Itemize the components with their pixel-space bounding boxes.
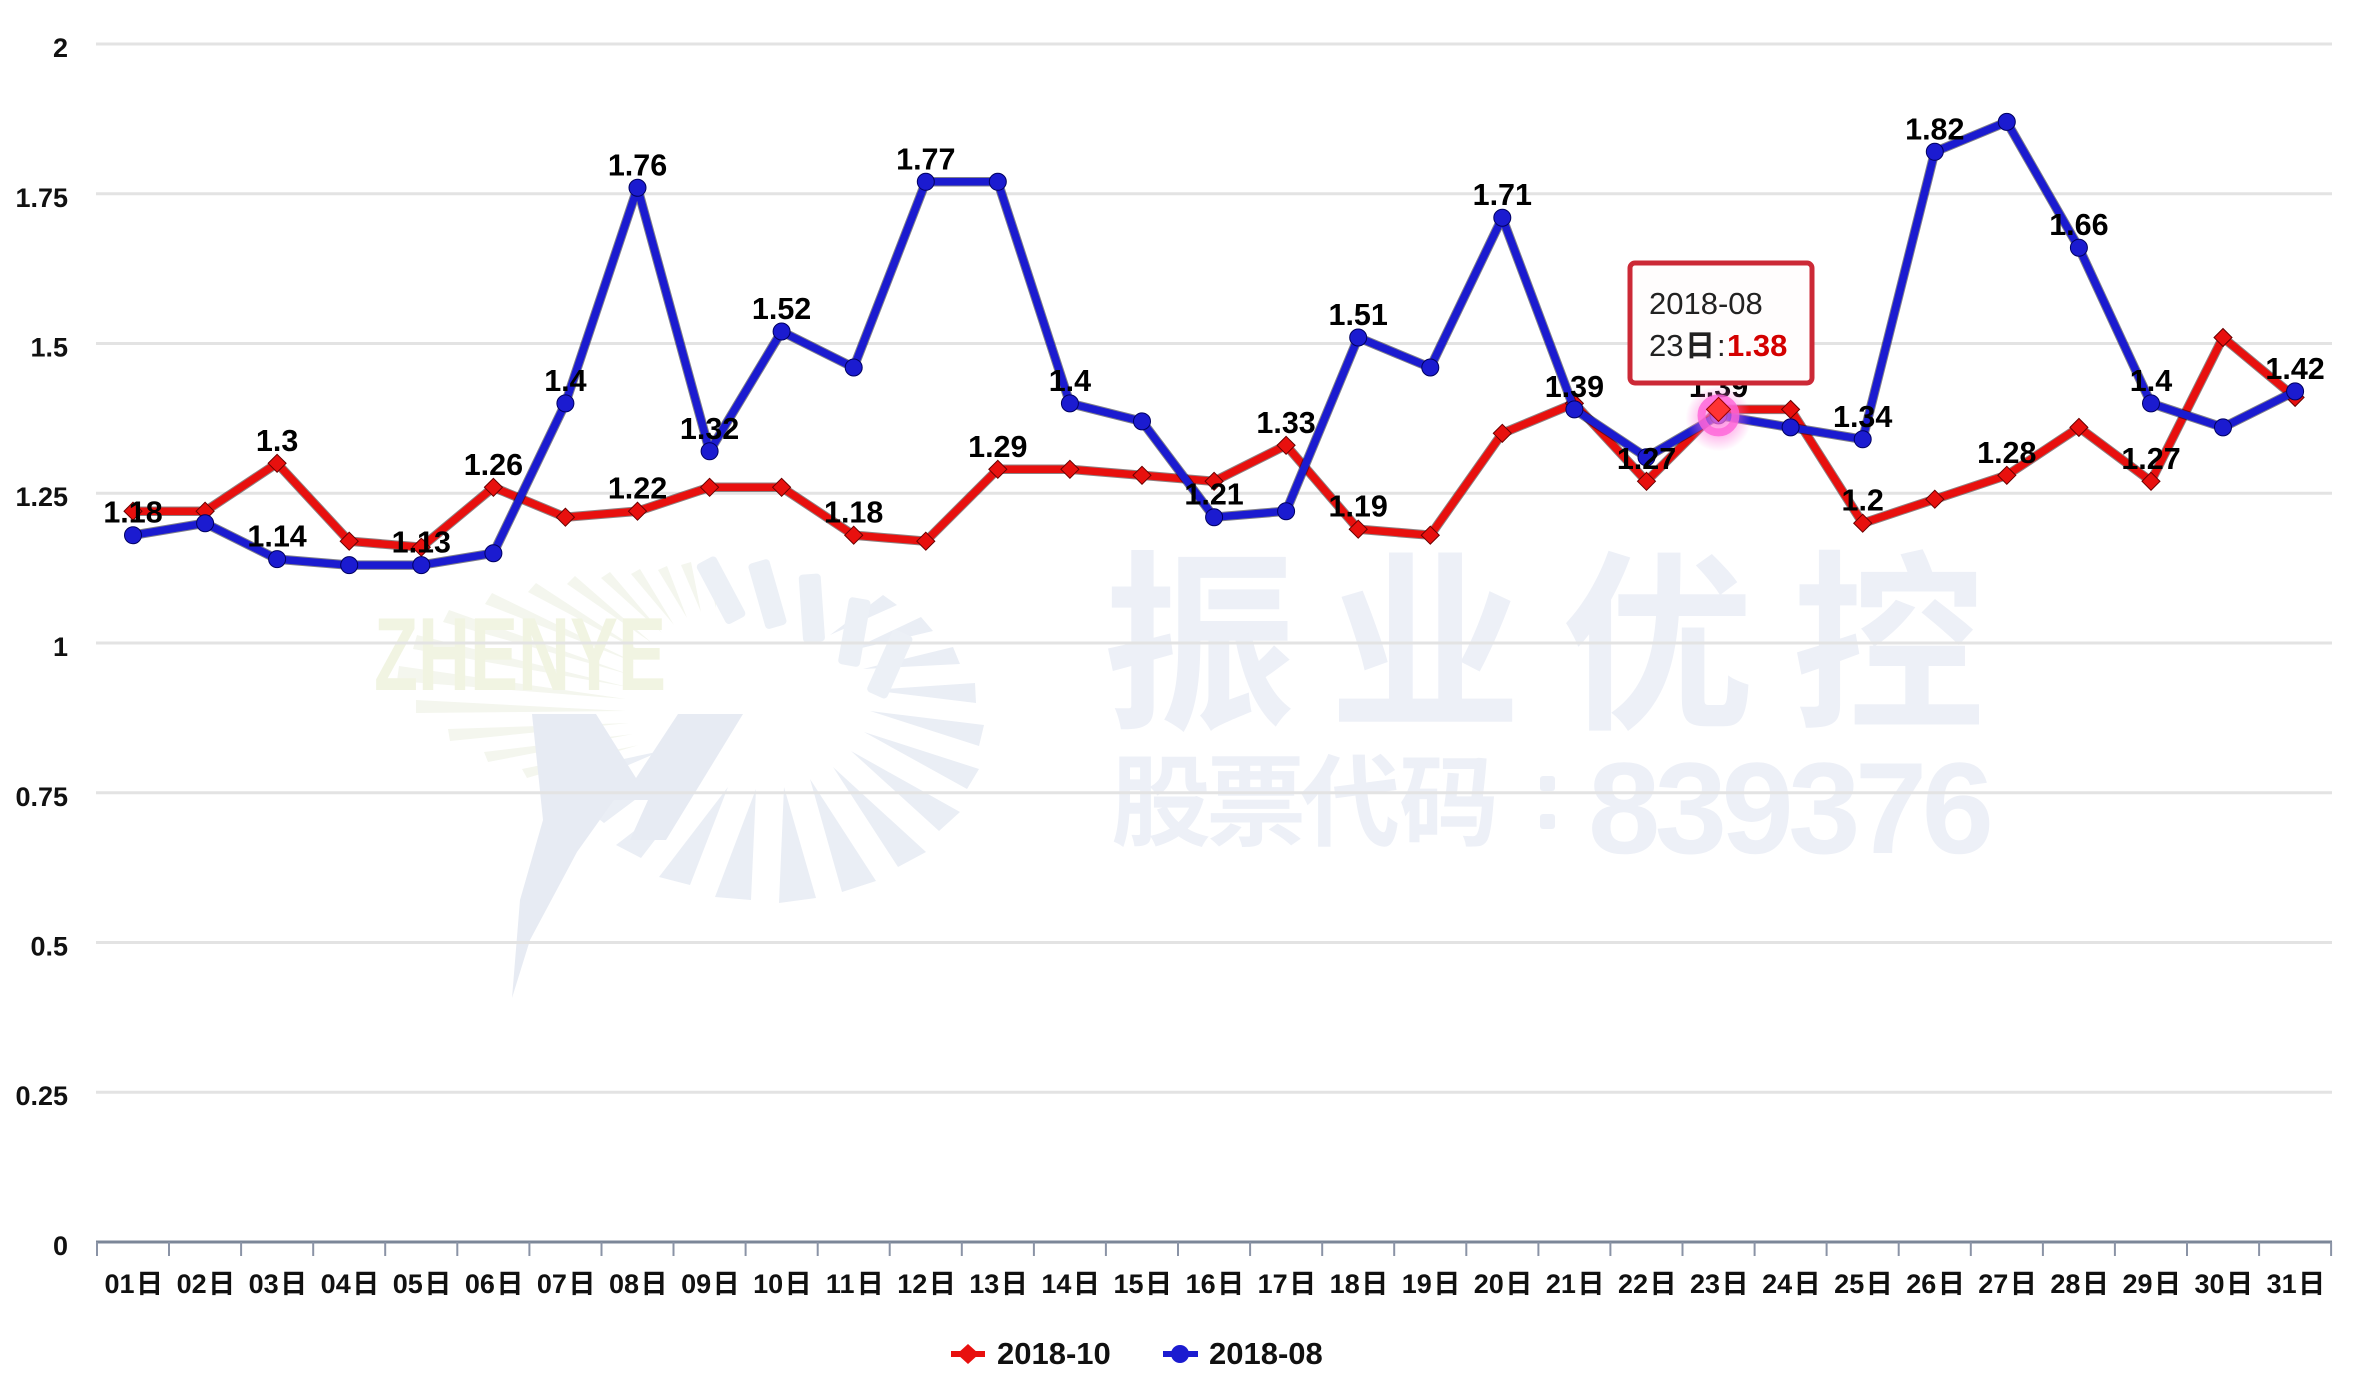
svg-text:01: 01: [104, 1269, 134, 1299]
svg-text:2: 2: [53, 33, 68, 63]
svg-text:1.5: 1.5: [30, 333, 68, 363]
svg-text:1.82: 1.82: [1905, 112, 1964, 146]
svg-text:1.13: 1.13: [392, 526, 451, 560]
svg-text:22: 22: [1618, 1269, 1648, 1299]
svg-text:14: 14: [1041, 1269, 1071, 1299]
svg-text:1.28: 1.28: [1977, 436, 2036, 470]
svg-text:13: 13: [969, 1269, 999, 1299]
svg-text:29: 29: [2122, 1269, 2152, 1299]
svg-text:16: 16: [1186, 1269, 1216, 1299]
svg-text:0.5: 0.5: [30, 932, 68, 962]
svg-text:1.34: 1.34: [1833, 400, 1892, 434]
svg-text:27: 27: [1978, 1269, 2008, 1299]
svg-text:0: 0: [53, 1231, 68, 1261]
svg-text:1.27: 1.27: [1617, 442, 1676, 476]
svg-text:1.26: 1.26: [464, 448, 523, 482]
svg-text:07: 07: [537, 1269, 567, 1299]
svg-text:1.51: 1.51: [1329, 298, 1388, 332]
svg-text:23: 23: [1649, 328, 1683, 363]
svg-text:25: 25: [1834, 1269, 1864, 1299]
svg-text:1.27: 1.27: [2121, 442, 2180, 476]
svg-text:23: 23: [1690, 1269, 1720, 1299]
svg-text:19: 19: [1402, 1269, 1432, 1299]
svg-text:1.4: 1.4: [2130, 364, 2172, 398]
svg-text:03: 03: [249, 1269, 279, 1299]
svg-text:2018-10: 2018-10: [997, 1336, 1111, 1371]
svg-text:08: 08: [609, 1269, 639, 1299]
svg-text:05: 05: [393, 1269, 423, 1299]
svg-text::: :: [1717, 328, 1726, 363]
svg-text:26: 26: [1906, 1269, 1936, 1299]
svg-text:11: 11: [826, 1269, 855, 1299]
svg-text:1.29: 1.29: [968, 430, 1027, 464]
svg-text:30: 30: [2194, 1269, 2224, 1299]
svg-text:21: 21: [1546, 1269, 1576, 1299]
svg-text:28: 28: [2050, 1269, 2080, 1299]
svg-text:17: 17: [1258, 1269, 1288, 1299]
svg-text:1.32: 1.32: [680, 412, 739, 446]
svg-text:2018-08: 2018-08: [1649, 286, 1763, 321]
svg-text:1.4: 1.4: [1049, 364, 1091, 398]
svg-text:1: 1: [53, 632, 68, 662]
svg-text:1.3: 1.3: [256, 424, 298, 458]
svg-text:12: 12: [897, 1269, 927, 1299]
svg-text:31: 31: [2267, 1269, 2297, 1299]
svg-text:1.52: 1.52: [752, 292, 811, 326]
svg-text:ZHENYE: ZHENYE: [374, 597, 666, 713]
svg-text:0.25: 0.25: [15, 1081, 68, 1111]
svg-text:1.19: 1.19: [1329, 490, 1388, 524]
svg-text:839376: 839376: [1588, 735, 1994, 881]
svg-text:15: 15: [1113, 1269, 1143, 1299]
svg-text:24: 24: [1762, 1269, 1792, 1299]
svg-text:1.77: 1.77: [896, 142, 955, 176]
svg-text:06: 06: [465, 1269, 495, 1299]
svg-text:1.76: 1.76: [608, 148, 667, 182]
svg-text:02: 02: [177, 1269, 207, 1299]
svg-text:1.2: 1.2: [1841, 484, 1883, 518]
svg-text:1.33: 1.33: [1256, 406, 1315, 440]
svg-text:18: 18: [1330, 1269, 1360, 1299]
svg-text:1.22: 1.22: [608, 472, 667, 506]
svg-text:1.71: 1.71: [1473, 178, 1532, 212]
svg-text:1.4: 1.4: [544, 364, 586, 398]
svg-text:10: 10: [753, 1269, 783, 1299]
svg-text:1.14: 1.14: [247, 520, 306, 554]
svg-text:1.39: 1.39: [1545, 370, 1604, 404]
svg-text:1.21: 1.21: [1184, 478, 1243, 512]
svg-text:09: 09: [681, 1269, 711, 1299]
svg-text:1.42: 1.42: [2265, 352, 2324, 386]
svg-text:1.38: 1.38: [1727, 328, 1787, 363]
svg-text:1.25: 1.25: [15, 482, 68, 512]
svg-text:0.75: 0.75: [15, 782, 68, 812]
svg-text:2018-08: 2018-08: [1209, 1336, 1323, 1371]
svg-text:1.18: 1.18: [824, 496, 883, 530]
svg-text:1.75: 1.75: [15, 183, 68, 213]
svg-text:04: 04: [321, 1269, 351, 1299]
svg-text:1.18: 1.18: [103, 496, 162, 530]
svg-text:1.66: 1.66: [2049, 208, 2108, 242]
svg-text:20: 20: [1474, 1269, 1504, 1299]
